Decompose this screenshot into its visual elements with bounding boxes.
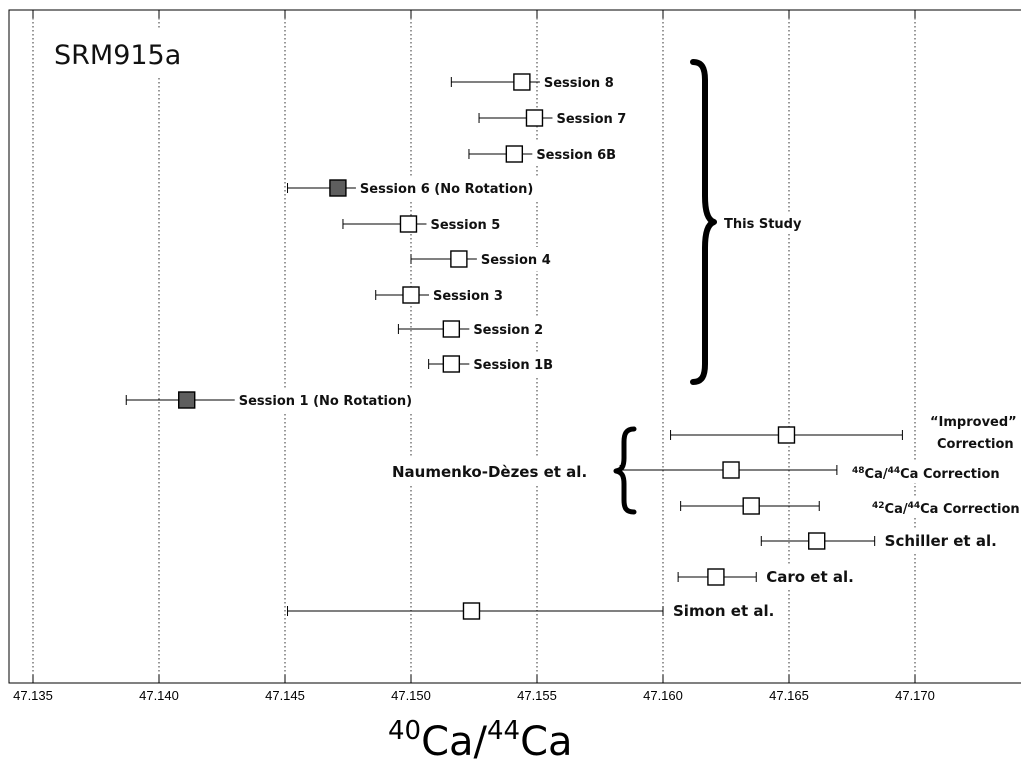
open-square-marker: [722, 461, 740, 479]
open-square-marker: [505, 145, 524, 163]
ca48-label-background: [848, 461, 1018, 483]
x-tick-label: 47.135: [13, 688, 53, 703]
point-label: Session 6 (No Rotation): [360, 182, 533, 197]
point-label-background: [429, 283, 519, 307]
improved-label-line1: “Improved”: [930, 415, 1017, 430]
open-square-marker: [462, 602, 481, 620]
x-axis-label: 40Ca/44Ca: [388, 716, 573, 765]
point-label-background: [880, 529, 1001, 553]
open-square-marker: [442, 320, 461, 338]
x-tick-label: 47.150: [391, 688, 431, 703]
ca42-sup2: 44: [908, 501, 921, 511]
x-tick-label: 47.170: [895, 688, 935, 703]
naumenko-label: Naumenko-Dèzes et al.: [392, 463, 587, 481]
point-label: Session 7: [556, 112, 626, 127]
this-study-label: This Study: [724, 217, 802, 232]
open-square-marker: [777, 426, 796, 444]
point-label: Session 5: [430, 218, 500, 233]
point-labels: Session 8 Session 7 Session 6B Session 6 (N…: [234, 70, 1001, 623]
filled-square-marker: [329, 179, 347, 197]
point-label-background: [476, 247, 567, 271]
point-label: Session 1 (No Rotation): [239, 394, 412, 409]
data-point: [287, 602, 664, 620]
ca42-rest: Ca Correction: [920, 502, 1020, 517]
data-point: [760, 532, 876, 550]
naumenko-brace: [613, 426, 637, 515]
xlabel-base2: Ca: [520, 719, 572, 765]
ca42-label-background: [868, 496, 1008, 518]
naumenko-label-background: [386, 458, 612, 484]
ca48-mid: Ca/: [865, 467, 888, 482]
filled-square-marker: [178, 391, 196, 409]
ca48-sup1: 48: [852, 466, 865, 476]
point-label-background: [426, 212, 517, 236]
xlabel-base1: Ca/: [421, 719, 487, 765]
open-square-marker: [742, 497, 760, 515]
x-axis: 47.135 47.140 47.145 47.150 47.155 47.160 47.1…: [13, 10, 935, 703]
data-point: [375, 286, 445, 304]
x-tick-label: 47.160: [643, 688, 683, 703]
ca48-rest: Ca Correction: [900, 467, 1000, 482]
open-square-marker: [808, 532, 826, 550]
point-label: Session 6B: [536, 148, 616, 163]
point-label: Simon et al.: [673, 602, 774, 620]
open-square-marker: [399, 215, 418, 233]
ca42-sup1: 42: [872, 501, 885, 511]
x-tick-label: 47.140: [139, 688, 179, 703]
data-point: [478, 109, 588, 127]
point-label-background: [355, 176, 546, 200]
point-label-background: [234, 388, 425, 412]
open-square-marker: [442, 355, 461, 373]
point-label-background: [762, 565, 861, 589]
open-square-marker: [513, 73, 531, 91]
ca42-mid: Ca/: [885, 502, 908, 517]
x-tick-label: 47.145: [265, 688, 305, 703]
data-points: [125, 73, 903, 620]
ca48-correction-label: 48Ca/44Ca Correction: [852, 466, 1000, 482]
data-point: [670, 426, 903, 444]
point-label-background: [469, 317, 560, 341]
data-point: [677, 568, 757, 586]
open-square-marker: [402, 286, 420, 304]
point-label: Session 8: [544, 76, 614, 91]
open-square-marker: [707, 568, 725, 586]
ca42-correction-label: 42Ca/44Ca Correction: [872, 501, 1020, 517]
improved-label-line2: Correction: [937, 437, 1014, 452]
xlabel-sup2: 44: [487, 716, 520, 746]
point-label-background: [539, 70, 630, 94]
x-tick-label: 47.155: [517, 688, 557, 703]
point-label: Session 1B: [473, 358, 553, 373]
ca48-sup2: 44: [888, 466, 901, 476]
this-study-label-background: [718, 212, 812, 234]
open-square-marker: [525, 109, 544, 127]
open-square-marker: [450, 250, 468, 268]
point-label: Session 4: [481, 253, 551, 268]
point-label: Schiller et al.: [885, 532, 997, 550]
data-point: [619, 461, 838, 479]
chart-title: SRM915a: [54, 40, 181, 71]
point-label-background: [552, 106, 643, 130]
this-study-brace: [690, 59, 717, 385]
data-point: [468, 145, 558, 163]
point-label: Session 3: [433, 289, 503, 304]
title-background: [43, 30, 213, 78]
point-label-background: [532, 142, 629, 166]
data-point: [680, 497, 820, 515]
data-point: [125, 391, 241, 409]
point-label: Session 2: [473, 323, 543, 338]
improved-label-background: [924, 410, 1021, 456]
point-label: Caro et al.: [766, 568, 854, 586]
plot-area: [8, 9, 1021, 684]
point-label-background: [469, 352, 560, 376]
xlabel-sup1: 40: [388, 716, 421, 746]
point-label-background: [669, 599, 777, 623]
x-tick-label: 47.165: [769, 688, 809, 703]
